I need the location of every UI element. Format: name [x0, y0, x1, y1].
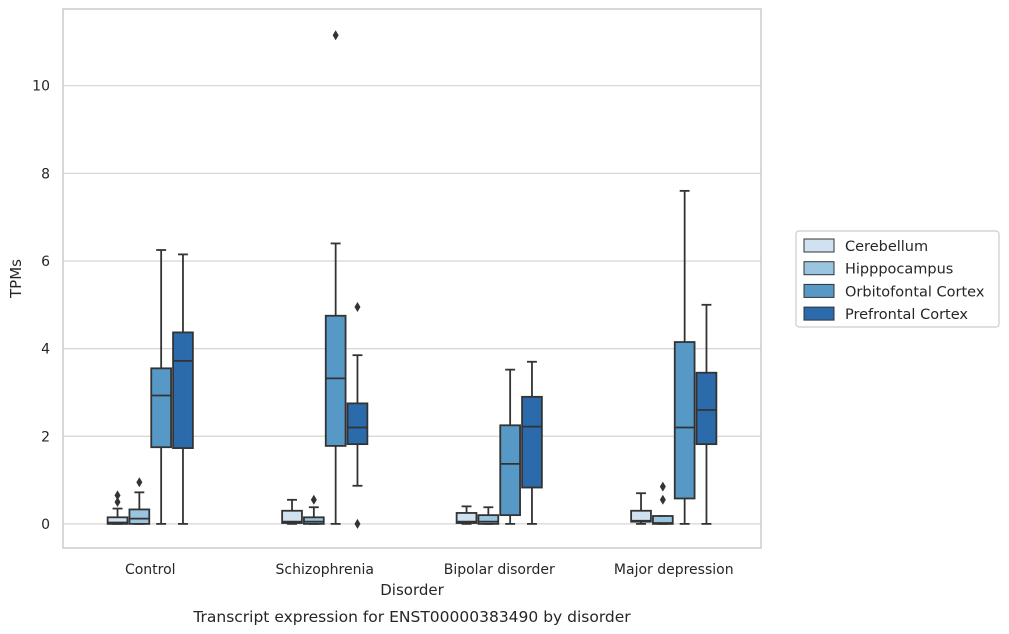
box-iqr [324, 314, 347, 447]
y-tick-label: 6 [41, 254, 50, 270]
outlier-point [354, 518, 361, 529]
legend-entry-label: Prefrontal Cortex [845, 307, 968, 323]
outlier-point [659, 481, 666, 492]
y-gridlines [63, 85, 761, 525]
box-iqr [281, 509, 303, 524]
box-hipppocampus [128, 477, 151, 525]
legend-swatch [803, 238, 835, 253]
x-axis-label: Disorder [380, 581, 444, 599]
x-tick-label: Schizophrenia [276, 562, 374, 578]
legend-swatch [803, 283, 835, 298]
box-series-group [106, 30, 718, 529]
x-tick-labels: Control Schizophrenia Bipolar disorder Majo… [125, 562, 734, 578]
outlier-point [310, 494, 317, 505]
box-hipppocampus [477, 506, 500, 525]
outlier-point [332, 30, 339, 41]
y-tick-label: 0 [41, 517, 50, 533]
box-iqr [477, 514, 500, 525]
legend-entry-label: Cerebellum [845, 239, 928, 255]
box-cerebellum [281, 498, 303, 525]
y-tick-labels: 0 2 4 6 8 10 [32, 79, 50, 533]
box-cerebellum [455, 505, 478, 525]
legend-entry-label: Orbitofontal Cortex [845, 284, 985, 300]
outlier-point [354, 301, 361, 312]
box-orbitofontal-cortex [324, 30, 347, 525]
box-cerebellum [630, 492, 652, 525]
box-iqr [695, 371, 718, 446]
box-iqr [303, 516, 325, 525]
legend-entry-label: Hipppocampus [845, 262, 953, 278]
legend: Cerebellum Hipppocampus Orbitofontal Corte… [795, 230, 1000, 328]
box-hipppocampus [652, 481, 674, 525]
box-hipppocampus [303, 494, 325, 525]
box-orbitofontal-cortex [150, 249, 172, 525]
outlier-point [659, 494, 666, 505]
y-tick-label: 8 [41, 166, 50, 182]
box-iqr [521, 395, 543, 489]
y-tick-label: 10 [32, 79, 50, 95]
box-iqr [673, 341, 696, 500]
y-axis-label: TPMs [7, 259, 25, 299]
y-tick-label: 4 [41, 342, 50, 358]
x-tick-label: Control [125, 562, 176, 578]
x-tick-label: Major depression [614, 562, 734, 578]
box-iqr [499, 424, 521, 517]
legend-swatch [803, 306, 835, 321]
x-tick-label: Bipolar disorder [444, 562, 555, 578]
outlier-point [114, 490, 121, 501]
box-prefrontal-cortex [346, 301, 369, 529]
box-iqr [455, 512, 478, 524]
outlier-point [114, 496, 121, 507]
box-cerebellum [106, 490, 129, 525]
box-orbitofontal-cortex [673, 189, 696, 525]
box-prefrontal-cortex [695, 303, 718, 525]
legend-swatch [803, 261, 835, 276]
outlier-point [136, 477, 143, 488]
legend-frame [795, 230, 1000, 328]
box-prefrontal-cortex [172, 253, 194, 525]
box-prefrontal-cortex [521, 360, 543, 525]
box-iqr [128, 508, 151, 525]
box-iqr [172, 331, 194, 449]
y-tick-label: 2 [41, 429, 50, 445]
box-iqr [346, 402, 369, 446]
box-iqr [150, 367, 172, 449]
chart-caption: Transcript expression for ENST0000038349… [192, 608, 631, 626]
box-orbitofontal-cortex [499, 368, 521, 525]
plot-area-frame [62, 8, 762, 549]
box-iqr [106, 516, 129, 525]
